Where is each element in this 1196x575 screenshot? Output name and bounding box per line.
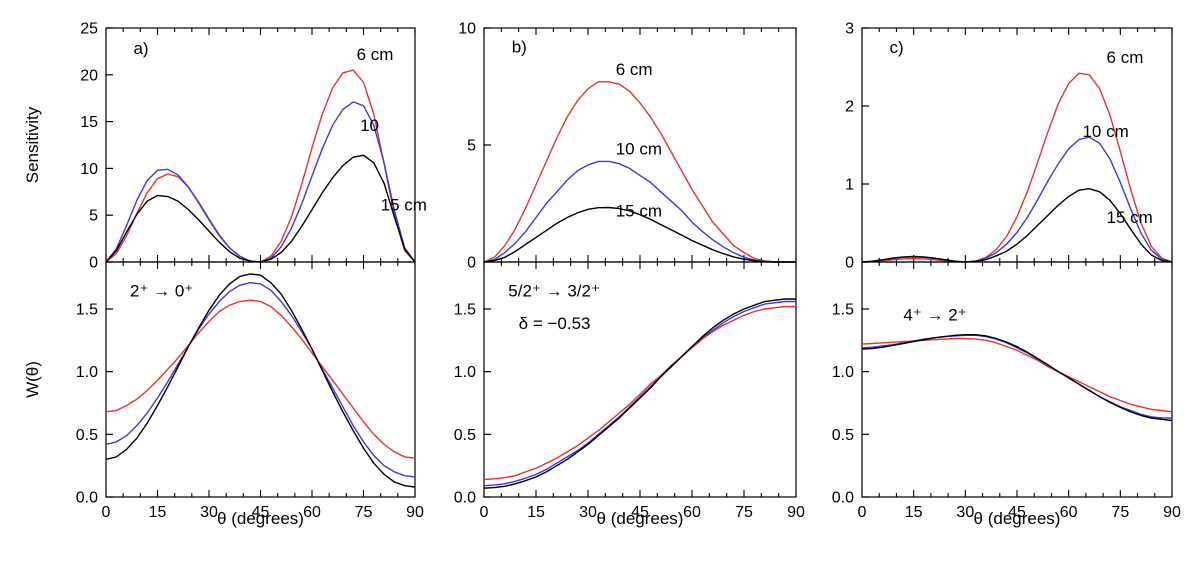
panel-a-top-ylabel: Sensitivity xyxy=(23,106,42,183)
panel-a-bottom-curve-black xyxy=(105,273,416,488)
panel-c-top-ytick-label: 1 xyxy=(845,177,854,194)
panel-c-top-ytick-label: 0 xyxy=(845,255,854,272)
panel-b-top-ytick-label: 0 xyxy=(467,255,476,272)
panel-c-bottom-curve-red xyxy=(861,337,1173,413)
panel-a-bottom-ytick-label: 0.5 xyxy=(76,427,98,444)
panel-b-top-curve-blue xyxy=(483,160,796,263)
panel-a-bottom-xtick-label: 90 xyxy=(406,504,424,521)
panel-a-bottom-xtick-label: 30 xyxy=(200,504,218,521)
panel-c-top-annotation: c) xyxy=(890,38,904,57)
panel-a-top-ytick-label: 10 xyxy=(80,161,98,178)
panel-b-bottom-curve-red xyxy=(483,305,796,481)
panel-b-bottom-ytick-label: 0.5 xyxy=(454,427,476,444)
panel-a-bottom-ytick-label: 1.0 xyxy=(76,364,98,381)
panel-a-top-ytick-label: 15 xyxy=(80,114,98,131)
panel-b-bottom-annotation: δ = −0.53 xyxy=(519,314,591,333)
panel-c-bottom-xtick-label: 45 xyxy=(1008,504,1026,521)
panel-c-top-annotation: 10 cm xyxy=(1082,122,1128,141)
panel-c-bottom-xtick-label: 15 xyxy=(905,504,923,521)
panel-a-bottom-ytick-label: 0.0 xyxy=(76,490,98,507)
panel-a-top-curve-red xyxy=(105,69,416,263)
panel-c-top-annotation: 15 cm xyxy=(1107,208,1153,227)
panel-b-bottom-xtick-label: 15 xyxy=(527,504,545,521)
panel-a-bottom-xtick-label: 60 xyxy=(303,504,321,521)
panel-b-bottom-xtick-label: 0 xyxy=(480,504,489,521)
panel-a-top-curve-black xyxy=(105,154,416,263)
panel-b-bottom-xtick-label: 75 xyxy=(735,504,753,521)
panel-b-top-annotation: 6 cm xyxy=(616,60,653,79)
panel-a-bottom-xlabel: θ (degrees) xyxy=(217,509,304,528)
panel-c-bottom-ytick-label: 1.0 xyxy=(832,364,854,381)
panel-c-top-ytick-label: 2 xyxy=(845,99,854,116)
panel-a-top-ytick-label: 20 xyxy=(80,67,98,84)
panel-c-bottom-xlabel: θ (degrees) xyxy=(974,509,1061,528)
panel-b-bottom-ytick-label: 1.5 xyxy=(454,302,476,319)
panel-a-bottom-annotation: 2⁺ → 0⁺ xyxy=(130,281,193,300)
panel-b-bottom-xtick-label: 45 xyxy=(631,504,649,521)
panel-b-bottom-xlabel: θ (degrees) xyxy=(597,509,684,528)
panel-c-bottom-frame xyxy=(861,261,1173,498)
panel-b-bottom-curve-blue xyxy=(483,300,796,487)
panel-c-bottom-curve-blue xyxy=(861,334,1172,419)
panel-b-top-curve-black xyxy=(483,206,796,263)
panel-a-top-ytick-label: 25 xyxy=(80,21,98,38)
panel-c-bottom-xtick-label: 90 xyxy=(1163,504,1181,521)
panel-a-bottom-xtick-label: 45 xyxy=(252,504,270,521)
panel-a-bottom-curve-blue xyxy=(105,281,416,478)
panel-a-bottom-xtick-label: 0 xyxy=(102,504,111,521)
panel-a-top-annotation: 10 xyxy=(360,116,379,135)
panel-b-bottom-curve-black xyxy=(483,298,796,489)
panel-c-top-curve-black xyxy=(861,187,1173,263)
panel-b-bottom-xtick-label: 30 xyxy=(579,504,597,521)
panel-c-top-curve-red xyxy=(861,72,1173,263)
panel-b-top-annotation: 10 cm xyxy=(616,139,662,158)
panel-b-top-curve-red xyxy=(483,81,796,263)
panel-a-bottom-xtick-label: 75 xyxy=(355,504,373,521)
panel-b-bottom-annotation: 5/2⁺ → 3/2⁺ xyxy=(508,281,600,300)
panel-b-bottom-xtick-label: 90 xyxy=(787,504,805,521)
panel-c-top-ytick-label: 3 xyxy=(845,21,854,38)
panel-c-bottom-ytick-label: 0.0 xyxy=(832,490,854,507)
panel-b-top-annotation: b) xyxy=(512,38,527,57)
panel-a-top-annotation: a) xyxy=(133,39,148,58)
panel-a-top-annotation: 6 cm xyxy=(357,45,394,64)
panel-c-bottom-xtick-label: 75 xyxy=(1111,504,1129,521)
panel-a-bottom-curve-red xyxy=(105,299,416,459)
panel-b-bottom-xtick-label: 60 xyxy=(683,504,701,521)
panel-b-bottom-ytick-label: 0.0 xyxy=(454,490,476,507)
panel-b-top-ytick-label: 5 xyxy=(467,138,476,155)
panel-a-top-ytick-label: 0 xyxy=(89,255,98,272)
panel-a-bottom-ylabel: W(θ) xyxy=(23,361,42,398)
panel-c-bottom-xtick-label: 60 xyxy=(1060,504,1078,521)
panel-b-top-ytick-label: 10 xyxy=(458,21,476,38)
panel-c-top-annotation: 6 cm xyxy=(1107,48,1144,67)
panel-c-bottom-ytick-label: 0.5 xyxy=(832,427,854,444)
panel-c-bottom-xtick-label: 0 xyxy=(858,504,867,521)
panel-b-bottom-ytick-label: 1.0 xyxy=(454,364,476,381)
panel-a-bottom-ytick-label: 1.5 xyxy=(76,302,98,319)
panel-a-top-ytick-label: 5 xyxy=(89,208,98,225)
panel-a-top-annotation: 15 cm xyxy=(381,196,427,215)
panel-b-top-annotation: 15 cm xyxy=(616,201,662,220)
panel-c-bottom-curve-black xyxy=(861,334,1173,422)
panel-c-bottom-xtick-label: 30 xyxy=(956,504,974,521)
panel-a-bottom-xtick-label: 15 xyxy=(149,504,167,521)
panel-c-bottom-ytick-label: 1.5 xyxy=(832,302,854,319)
panel-c-bottom-annotation: 4⁺ → 2⁺ xyxy=(903,305,966,324)
